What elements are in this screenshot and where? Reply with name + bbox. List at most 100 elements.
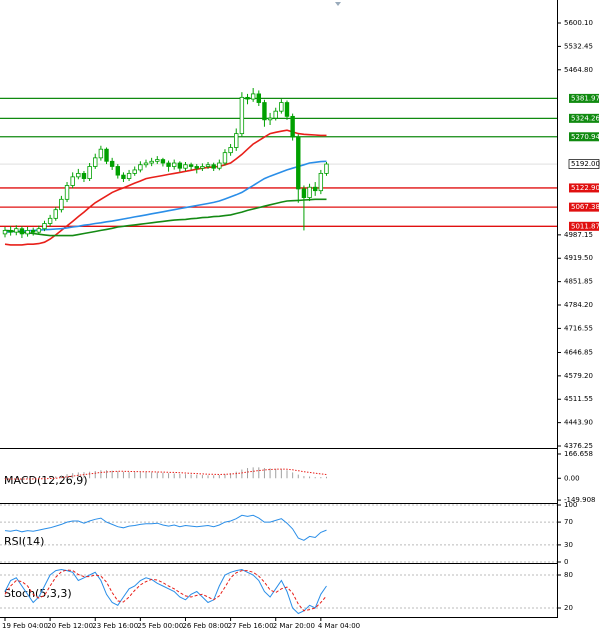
y-tick-label: 5464.80 xyxy=(564,66,593,74)
candle-body xyxy=(126,172,132,179)
level-tag xyxy=(569,202,599,212)
candle-body xyxy=(188,164,194,167)
candle-body xyxy=(42,223,47,230)
level-tag xyxy=(569,113,599,123)
candle-body xyxy=(109,160,115,167)
candle-body xyxy=(250,93,256,100)
y-tick-label: 166.658 xyxy=(564,450,593,458)
candle-body xyxy=(273,110,278,119)
x-tick-label: 23 Feb 16:00 xyxy=(92,622,138,630)
y-tick-label: 4579.20 xyxy=(564,372,593,380)
candle-body xyxy=(138,164,143,171)
candle-body xyxy=(228,147,233,154)
x-tick-label: 26 Feb 08:00 xyxy=(182,622,228,630)
candle-body xyxy=(171,162,177,167)
candle-body xyxy=(245,96,250,100)
candle-body xyxy=(200,166,205,169)
candle-body xyxy=(8,230,13,233)
candle-body xyxy=(93,157,98,167)
level-tag xyxy=(569,221,599,231)
y-tick-label: 4646.85 xyxy=(564,348,593,356)
rsi-line xyxy=(4,514,327,541)
candle-body xyxy=(19,228,25,235)
candle-body xyxy=(324,163,329,174)
candle-body xyxy=(166,162,171,167)
y-tick-label: 70 xyxy=(564,518,573,526)
candle-body xyxy=(177,162,183,169)
candle-body xyxy=(59,198,64,211)
candle-body xyxy=(14,228,19,233)
candle-body xyxy=(81,172,87,179)
level-label: 5270.94 xyxy=(571,133,600,141)
x-tick-label: 4 Mar 04:00 xyxy=(318,622,360,630)
y-tick-label: 4716.55 xyxy=(564,324,593,332)
candle-body xyxy=(132,169,137,174)
y-tick-label: 4511.55 xyxy=(564,395,593,403)
level-tag xyxy=(569,93,599,103)
level-label: 5067.38 xyxy=(571,203,600,211)
x-tick-label: 25 Feb 00:00 xyxy=(137,622,183,630)
y-tick-label: 5600.10 xyxy=(564,19,593,27)
candle-body xyxy=(104,148,109,162)
y-tick-label: 0.00 xyxy=(564,474,580,482)
candle-body xyxy=(284,102,290,117)
y-tick-label: 0 xyxy=(564,558,568,566)
candle-body xyxy=(296,136,301,190)
candle-body xyxy=(183,164,188,169)
candle-body xyxy=(194,166,199,169)
rsi-title: RSI(14) xyxy=(4,535,44,548)
y-tick-label: 5532.45 xyxy=(564,42,593,50)
shift-marker xyxy=(335,2,341,6)
level-label: 5324.26 xyxy=(571,114,600,122)
y-tick-label: 30 xyxy=(564,541,573,549)
stoch-title: Stoch(5,3,3) xyxy=(4,587,72,600)
moving-average xyxy=(4,160,327,233)
candle-body xyxy=(318,172,324,192)
x-tick-label: 2 Mar 20:00 xyxy=(273,622,315,630)
level-label: 5122.90 xyxy=(571,184,600,192)
x-tick-label: 27 Feb 16:00 xyxy=(228,622,274,630)
candle-body xyxy=(25,230,30,235)
candle-body xyxy=(2,230,8,235)
candle-body xyxy=(211,164,216,169)
candle-body xyxy=(312,186,318,192)
last-price-label: 5192.00 xyxy=(571,160,600,168)
level-label: 5381.97 xyxy=(571,94,600,102)
level-tag xyxy=(569,183,599,193)
y-tick-label: 4851.85 xyxy=(564,278,593,286)
last-price-tag xyxy=(568,159,600,169)
candle-body xyxy=(239,96,245,135)
candle-body xyxy=(290,115,295,138)
moving-average xyxy=(4,129,327,246)
y-tick-label: 4987.15 xyxy=(564,231,593,239)
candle-body xyxy=(98,148,104,159)
y-tick-label: 100 xyxy=(564,501,577,509)
candle-body xyxy=(70,176,75,186)
candle-body xyxy=(115,166,120,176)
frame xyxy=(0,0,558,618)
candle-body xyxy=(307,186,312,198)
y-tick-label: 4443.90 xyxy=(564,419,593,427)
candle-body xyxy=(222,152,228,164)
candle-body xyxy=(160,159,166,164)
level-tag xyxy=(569,132,599,142)
candle-body xyxy=(262,102,267,121)
candle-body xyxy=(267,117,273,121)
candle-body xyxy=(234,133,239,148)
y-tick-label: 4376.25 xyxy=(564,442,593,450)
candle-body xyxy=(301,188,307,198)
candle-body xyxy=(47,217,53,224)
candle-body xyxy=(279,102,284,112)
stoch-signal xyxy=(4,569,327,612)
candle-body xyxy=(121,174,126,179)
x-tick-label: 20 Feb 12:00 xyxy=(47,622,93,630)
candle-body xyxy=(87,166,92,179)
y-tick-label: 4784.20 xyxy=(564,301,593,309)
y-tick-label: 4919.50 xyxy=(564,254,593,262)
candle-body xyxy=(217,162,222,169)
candle-body xyxy=(76,172,81,178)
y-tick-label: -149.908 xyxy=(564,496,595,504)
moving-average xyxy=(4,198,327,237)
